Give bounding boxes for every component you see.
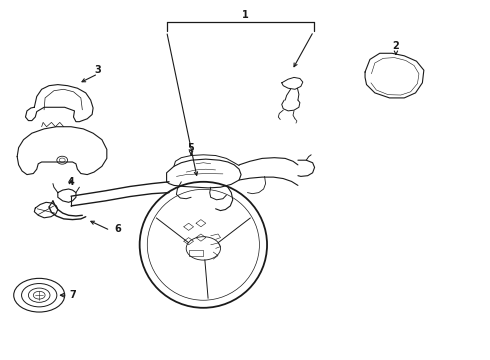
Text: 5: 5: [188, 143, 195, 153]
Text: 4: 4: [68, 177, 74, 187]
Text: 6: 6: [114, 224, 121, 234]
Text: 7: 7: [69, 290, 76, 300]
Text: 2: 2: [392, 41, 399, 51]
Text: 3: 3: [95, 65, 101, 75]
Text: 1: 1: [242, 10, 248, 20]
